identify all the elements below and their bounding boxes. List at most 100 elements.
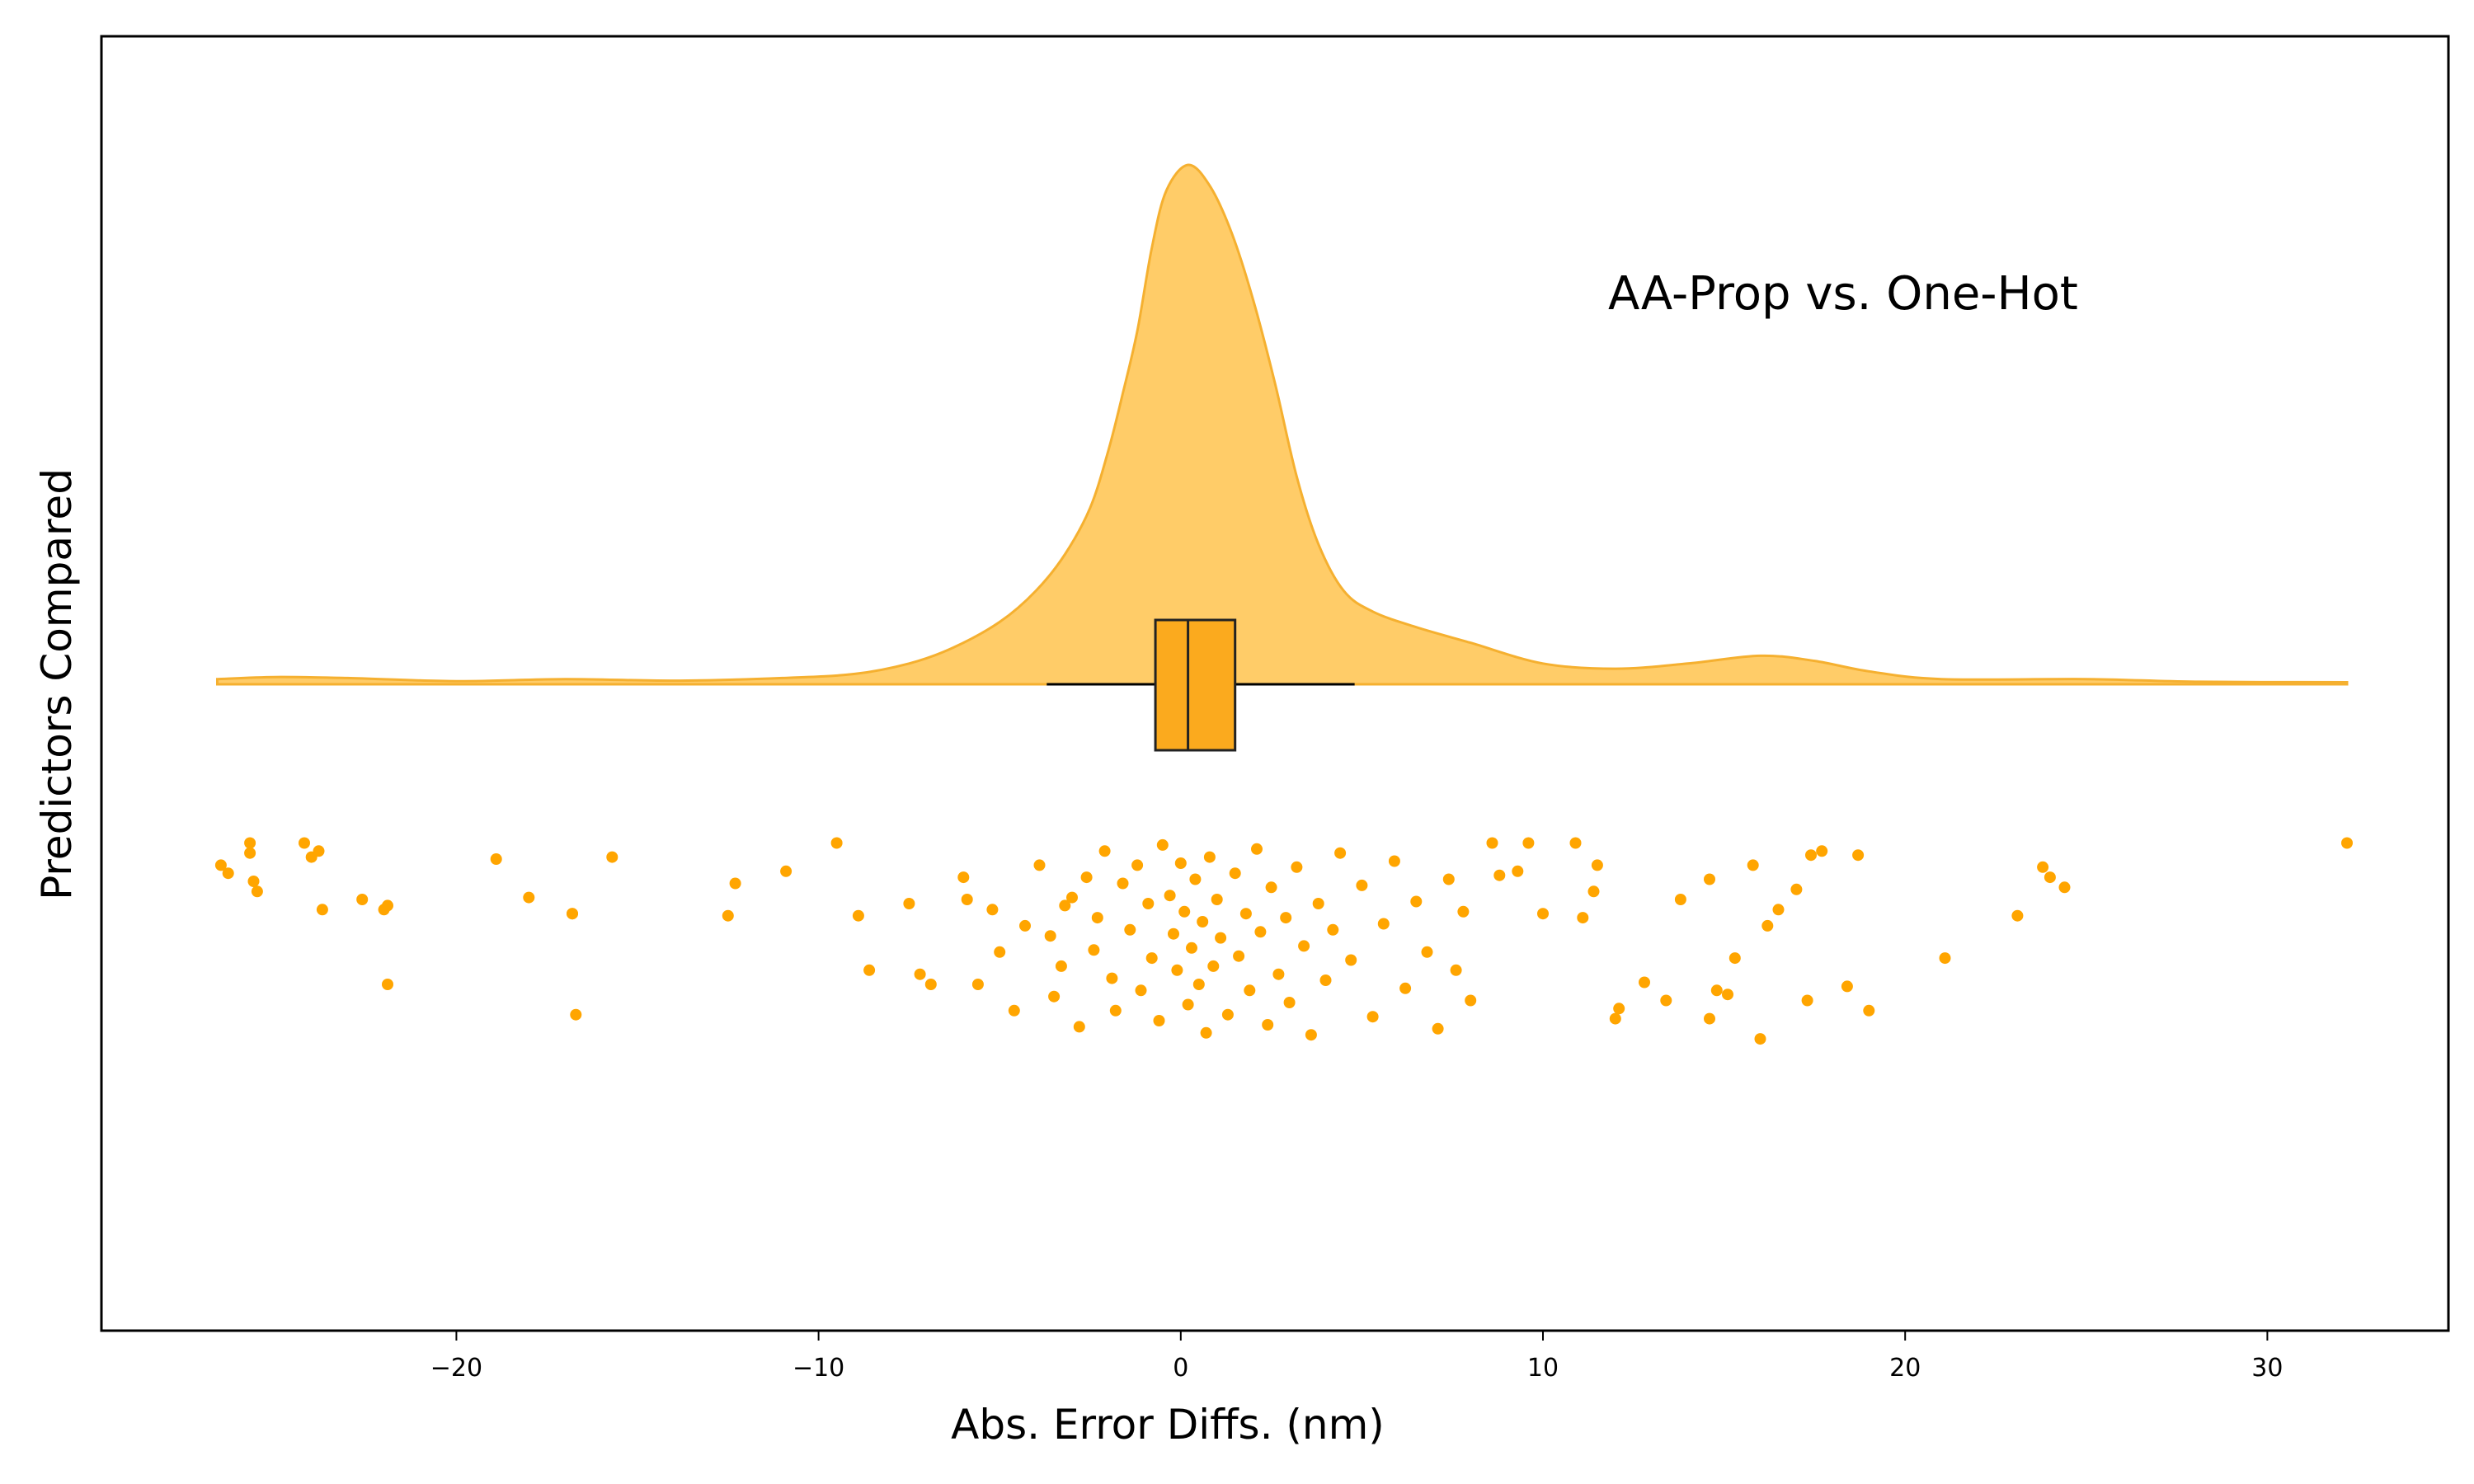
rain-point [852,909,864,922]
rain-point [1211,894,1223,905]
rain-point [313,845,325,857]
rain-point [1239,908,1252,920]
rain-point [2058,881,2071,894]
rain-point [1203,851,1216,863]
rain-point [1609,1012,1621,1025]
rain-point [1044,930,1056,942]
rain-point [1055,960,1067,972]
rain-point [1587,885,1600,898]
x-tick-label: 0 [1173,1354,1188,1383]
series-annotation: AA-Prop vs. One-Hot [1608,267,2078,321]
rain-point [570,1008,582,1021]
rain-point [1512,865,1524,877]
rain-point [1722,989,1733,1001]
rain-point [1262,1019,1274,1031]
rain-point [1186,942,1197,954]
rain-point [382,899,393,912]
x-tick-label: 20 [1889,1354,1921,1383]
rain-point [1852,849,1865,862]
rain-point [251,885,263,898]
rain-point [1280,912,1292,924]
rain-point [1710,984,1723,997]
rain-point [1305,1029,1317,1041]
rain-point [1244,984,1256,997]
rain-point [1008,1004,1020,1017]
rain-point [2044,871,2056,884]
rain-point [1192,979,1205,990]
rain-point [1410,895,1423,908]
rain-point [2011,909,2024,922]
rain-point [244,837,256,849]
rain-point [1156,838,1169,851]
y-axis-title: Predictors Compared [33,468,81,900]
rain-point [1537,908,1549,920]
rain-point [1291,861,1303,873]
rain-point [1254,926,1267,938]
rain-point [1356,879,1368,891]
rain-point [382,979,393,990]
rain-point [1215,932,1227,944]
rain-point [1066,891,1078,904]
rain-point [299,837,310,849]
rain-point [1178,905,1191,918]
rain-point [1465,994,1477,1007]
rain-point [606,851,618,863]
rain-point [1145,952,1158,965]
density-cloud-layer [216,163,2349,686]
rain-point [1251,843,1263,855]
rain-point [914,968,926,980]
rain-points-layer [214,837,2353,1045]
rain-point [957,871,970,884]
rain-point [1754,1033,1766,1045]
rain-point [1221,1008,1234,1021]
rain-point [1772,904,1785,916]
rain-point [1790,883,1803,895]
rain-point [1704,1012,1715,1025]
rain-point [1522,837,1535,849]
rain-point [222,867,234,880]
x-tick-label: 10 [1527,1354,1559,1383]
rain-point [1019,919,1031,932]
rain-point [1747,859,1759,871]
rain-point [1091,912,1103,924]
rain-point [1841,980,1853,993]
rain-point [1486,837,1498,849]
density-cloud [216,163,2349,686]
rain-point [971,979,984,990]
rain-point [1939,952,1951,965]
rain-point [1298,940,1310,952]
rain-point [780,865,793,877]
rain-point [1124,923,1136,936]
rain-point [1048,990,1061,1003]
x-tick-label: 30 [2251,1354,2283,1383]
rain-point [490,853,502,865]
rain-point [1109,1004,1122,1017]
rain-point [903,898,915,909]
rain-point [1073,1021,1085,1033]
rain-point [1182,998,1194,1011]
rain-point [1080,871,1093,884]
rain-point [356,894,369,905]
rain-point [1399,982,1412,994]
rain-point [1388,855,1400,867]
rain-point [1059,899,1071,912]
rain-point [1168,928,1179,940]
rain-point [1493,869,1506,881]
rain-point [1327,923,1339,936]
rain-point [1377,918,1390,930]
rain-point [1334,847,1347,859]
x-axis-ticks: −20 −10 0 10 20 30 [430,1331,2283,1383]
rain-point [1135,984,1147,997]
rain-point [1174,857,1187,869]
rain-point [1729,952,1741,965]
rain-point [729,877,741,890]
x-tick-label: −10 [793,1354,844,1383]
rain-point [1591,859,1603,871]
rain-point [1164,890,1176,902]
rain-point [1106,972,1118,984]
rain-point [2037,861,2049,873]
rain-point [1283,997,1296,1008]
x-tick-label: −20 [430,1354,482,1383]
rain-point [1153,1015,1165,1026]
